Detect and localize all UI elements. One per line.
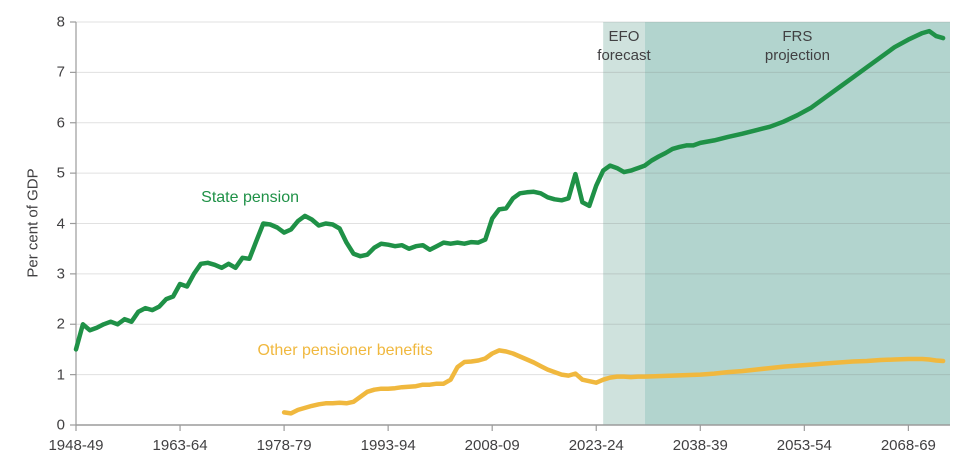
efo-forecast-band-label-line: EFO [608,28,640,46]
y-axis-title: Per cent of GDP [24,168,42,278]
y-tick-label-0: 0 [56,416,65,434]
y-tick-label-7: 7 [56,63,65,81]
frs-projection-band-label-line: projection [764,47,830,65]
y-tick-label-3: 3 [56,265,65,283]
x-tick-label-2008: 2008-09 [464,437,520,454]
y-tick-label-5: 5 [56,164,65,182]
x-tick-label-2053: 2053-54 [776,437,832,454]
series-label-state-pension: State pension [201,189,300,207]
efo-forecast-band-label-line: forecast [597,47,651,65]
series-label-other-pensioner-benefits: Other pensioner benefits [257,341,433,359]
y-tick-label-1: 1 [56,366,65,384]
x-tick-label-1978: 1978-79 [256,437,312,454]
x-tick-label-2023: 2023-24 [568,437,624,454]
series-line-other-pensioner-benefits [281,348,946,416]
frs-projection-band-label: FRS projection [765,27,830,65]
x-tick-label-2068: 2068-69 [880,437,936,454]
efo-forecast-band-label: EFO forecast [597,27,650,65]
y-tick-label-6: 6 [56,114,65,132]
x-tick-label-2038: 2038-39 [672,437,728,454]
y-tick-label-2: 2 [56,315,65,333]
y-tick-label-4: 4 [56,215,65,232]
y-tick-label-8: 8 [56,13,65,31]
efo-forecast-band [603,22,645,425]
x-tick-label-1993: 1993-94 [360,437,416,454]
x-tick-label-1948: 1948-49 [48,437,104,454]
frs-projection-band-label-line: FRS [782,28,813,46]
x-tick-label-1963: 1963-64 [152,437,208,454]
series-line-state-pension [73,28,946,352]
